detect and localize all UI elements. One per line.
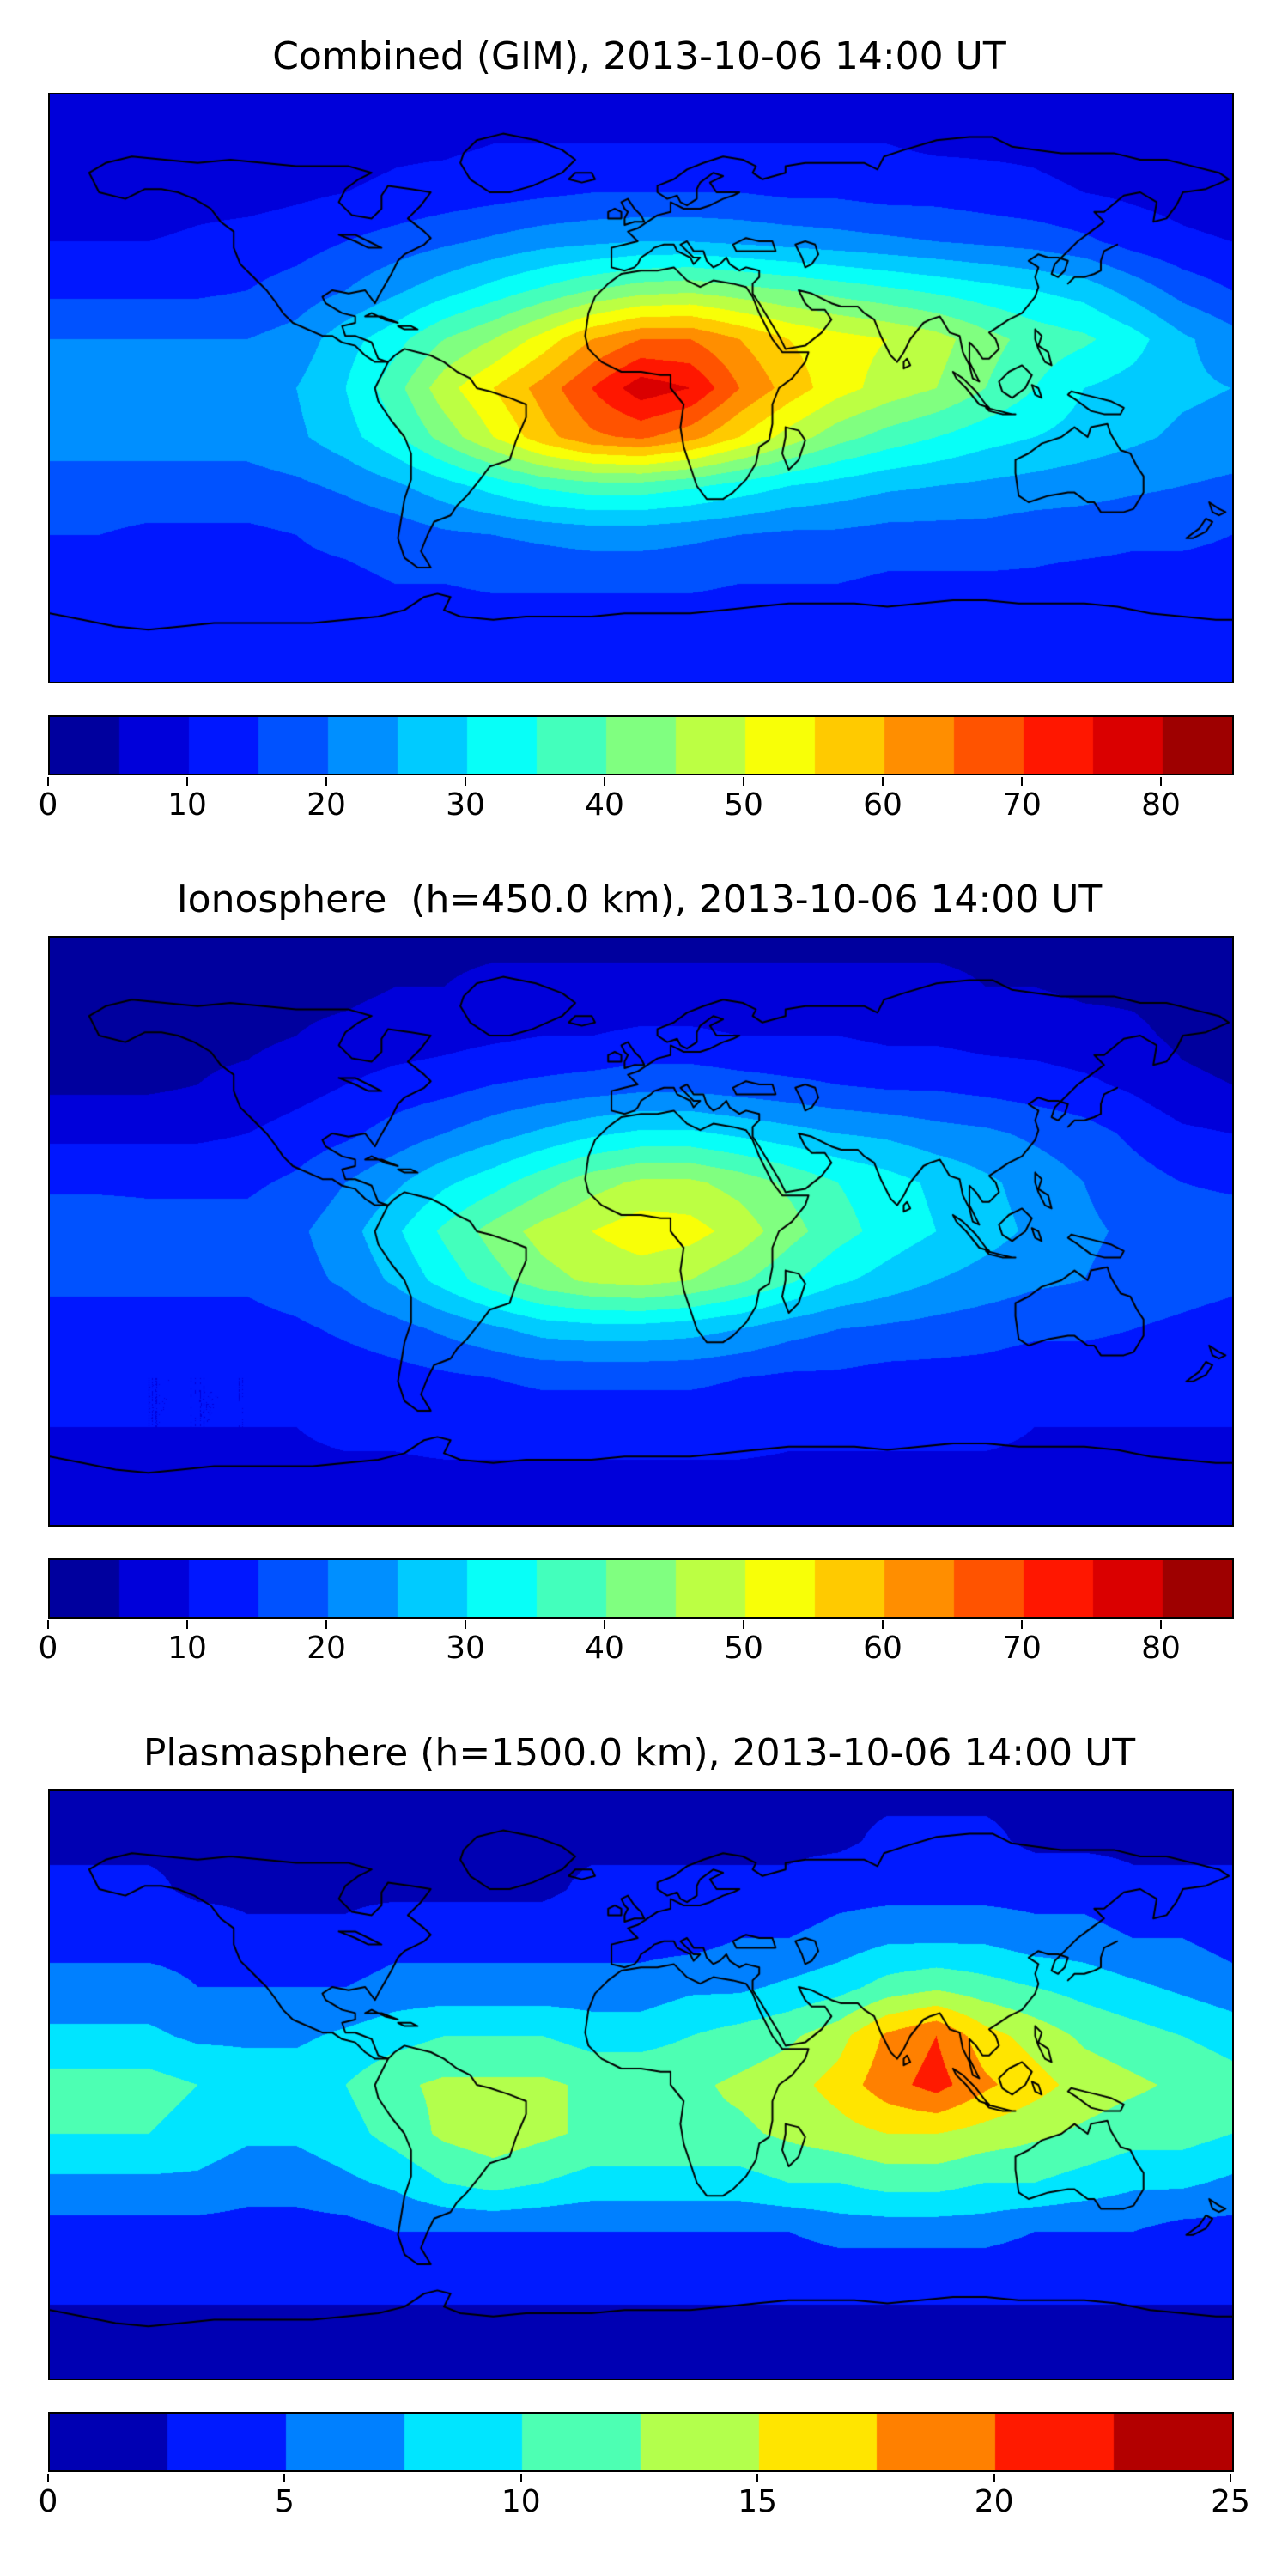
map-plot-area (48, 1789, 1234, 2380)
map-plot-area (48, 936, 1234, 1527)
map-canvas (50, 94, 1232, 682)
map-plot-area (48, 93, 1234, 683)
colorbar-tick-label: 70 (1002, 1631, 1042, 1666)
colorbar-tick-label: 30 (446, 1631, 485, 1666)
colorbar-tick-label: 15 (738, 2484, 778, 2519)
colorbar-tick-label: 20 (307, 1631, 346, 1666)
colorbar-tick-label: 50 (724, 787, 763, 823)
colorbar-tick-mark (1021, 1620, 1023, 1629)
panel-title: Combined (GIM), 2013-10-06 14:00 UT (272, 34, 1006, 78)
colorbar-tick-label: 25 (1211, 2484, 1250, 2519)
colorbar-tick-mark (465, 777, 466, 786)
map-canvas (50, 938, 1232, 1525)
colorbar-tick-mark (283, 2474, 286, 2482)
colorbar-tick-label: 80 (1141, 787, 1181, 823)
colorbar-tick-mark (47, 777, 49, 786)
colorbar-ticks: 0 10 20 30 40 50 60 70 80 (39, 1620, 1230, 1680)
colorbar-ticks: 0 10 20 30 40 50 60 70 80 (39, 777, 1230, 837)
colorbar-tick-mark (1160, 1620, 1162, 1629)
colorbar-tick-label: 0 (38, 2484, 58, 2519)
colorbar-tick-mark (1230, 2474, 1231, 2482)
colorbar-tick-mark (47, 1620, 49, 1629)
colorbar-tick-label: 70 (1002, 787, 1042, 823)
colorbar-tick-mark (743, 1620, 744, 1629)
colorbar-tick-label: 5 (274, 2484, 295, 2519)
colorbar-tick-mark (186, 777, 188, 786)
colorbar-tick-mark (604, 1620, 605, 1629)
panel-title: Ionosphere (h=450.0 km), 2013-10-06 14:0… (176, 878, 1103, 921)
colorbar-tick-label: 40 (585, 1631, 624, 1666)
colorbar-tick-mark (519, 2474, 522, 2482)
colorbar-tick-mark (325, 777, 327, 786)
colorbar (48, 2412, 1234, 2472)
colorbar-tick-mark (1021, 777, 1023, 786)
colorbar (48, 715, 1234, 775)
colorbar-tick-mark (882, 1620, 884, 1629)
colorbar-tick-label: 10 (167, 787, 207, 823)
colorbar-tick-mark (465, 1620, 466, 1629)
colorbar-canvas (50, 717, 1232, 774)
colorbar-tick-mark (186, 1620, 188, 1629)
colorbar-tick-label: 60 (863, 1631, 902, 1666)
colorbar-tick-label: 0 (38, 787, 58, 823)
colorbar-tick-mark (993, 2474, 995, 2482)
panel-title: Plasmasphere (h=1500.0 km), 2013-10-06 1… (143, 1731, 1136, 1775)
colorbar-tick-mark (1160, 777, 1162, 786)
colorbar-tick-label: 60 (863, 787, 902, 823)
colorbar-tick-mark (325, 1620, 327, 1629)
colorbar-tick-label: 20 (974, 2484, 1014, 2519)
colorbar-tick-mark (756, 2474, 759, 2482)
colorbar-canvas (50, 2414, 1232, 2470)
colorbar-tick-mark (743, 777, 744, 786)
map-canvas (50, 1791, 1232, 2379)
colorbar-tick-label: 20 (307, 787, 346, 823)
colorbar-tick-label: 50 (724, 1631, 763, 1666)
colorbar-ticks: 0 5 10 15 20 25 (39, 2474, 1250, 2534)
colorbar-tick-mark (604, 777, 605, 786)
colorbar-tick-label: 10 (501, 2484, 541, 2519)
colorbar (48, 1558, 1234, 1619)
colorbar-tick-label: 40 (585, 787, 624, 823)
colorbar-tick-label: 0 (38, 1631, 58, 1666)
colorbar-tick-label: 80 (1141, 1631, 1181, 1666)
colorbar-tick-mark (882, 777, 884, 786)
colorbar-canvas (50, 1560, 1232, 1617)
colorbar-tick-label: 30 (446, 787, 485, 823)
colorbar-tick-mark (47, 2474, 49, 2482)
colorbar-tick-label: 10 (167, 1631, 207, 1666)
